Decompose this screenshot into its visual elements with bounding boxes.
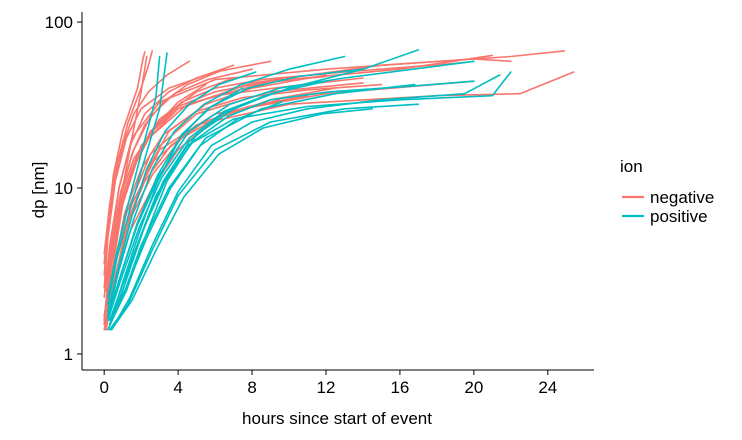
x-tick-label-16: 16 bbox=[390, 378, 409, 397]
x-tick-label-24: 24 bbox=[538, 378, 557, 397]
x-axis-title: hours since start of event bbox=[242, 409, 432, 428]
series-line-positive-7 bbox=[107, 52, 168, 305]
x-tick-label-0: 0 bbox=[99, 378, 108, 397]
series-lines bbox=[103, 49, 575, 331]
series-line-positive-15 bbox=[107, 55, 161, 298]
series-line-positive-13 bbox=[107, 68, 364, 317]
series-line-positive-5 bbox=[107, 55, 346, 317]
series-line-positive-16 bbox=[108, 80, 475, 321]
series-line-positive-11 bbox=[107, 71, 257, 313]
series-positive bbox=[107, 49, 512, 331]
axes: 0 4 8 12 16 20 24 1 10 100 bbox=[45, 12, 594, 397]
legend-label-positive: positive bbox=[650, 207, 708, 226]
series-line-positive-4 bbox=[108, 103, 420, 331]
legend-label-negative: negative bbox=[650, 188, 714, 207]
legend: ion negative positive bbox=[620, 157, 714, 226]
legend-title: ion bbox=[620, 157, 643, 176]
series-line-positive-12 bbox=[110, 108, 373, 331]
x-tick-label-8: 8 bbox=[247, 378, 256, 397]
series-line-positive-6 bbox=[108, 94, 268, 326]
series-line-negative-22 bbox=[105, 68, 253, 292]
y-tick-label-10: 10 bbox=[54, 179, 73, 198]
series-line-positive-8 bbox=[110, 74, 501, 331]
x-tick-label-20: 20 bbox=[464, 378, 483, 397]
series-line-positive-0 bbox=[107, 71, 512, 331]
series-line-negative-13 bbox=[103, 64, 235, 298]
y-tick-label-1: 1 bbox=[64, 345, 73, 364]
x-tick-label-4: 4 bbox=[173, 378, 182, 397]
series-line-negative-11 bbox=[103, 50, 153, 255]
series-line-positive-9 bbox=[107, 80, 327, 321]
x-tick-label-12: 12 bbox=[317, 378, 336, 397]
series-line-negative-23 bbox=[103, 75, 327, 326]
series-line-positive-14 bbox=[108, 101, 283, 326]
series-line-negative-21 bbox=[103, 87, 336, 331]
y-tick-label-100: 100 bbox=[45, 13, 73, 32]
y-axis-title: dp [nm] bbox=[29, 162, 48, 219]
